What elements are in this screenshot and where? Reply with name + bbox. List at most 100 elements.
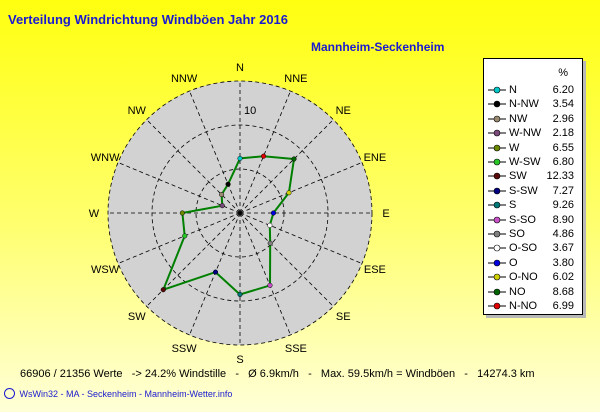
chart-title: Verteilung Windrichtung Windböen Jahr 20…	[8, 12, 289, 27]
legend-value: 9.26	[552, 199, 574, 212]
footer-text: WsWin32 - MA - Seckenheim - Mannheim-Wet…	[19, 389, 233, 399]
legend-label: W	[509, 141, 520, 154]
data-point-sse	[267, 282, 273, 288]
direction-label-s: S	[236, 354, 243, 366]
legend-item: N 6.20	[484, 84, 582, 98]
data-point-e	[270, 210, 276, 216]
legend-item: SW 12.33	[484, 170, 582, 184]
data-point-wnw	[219, 203, 225, 209]
data-point-ene	[286, 190, 292, 196]
data-point-nw	[219, 192, 225, 198]
data-point-sw	[160, 287, 166, 293]
direction-label-ssw: SSW	[172, 343, 198, 355]
spoke-ne	[239, 119, 334, 214]
direction-label-wsw: WSW	[91, 264, 120, 276]
grid-ring-3	[107, 80, 373, 346]
data-point-ne	[291, 156, 297, 162]
legend-swatch	[488, 201, 506, 209]
data-point-w	[179, 210, 185, 216]
data-point-se	[267, 240, 273, 246]
legend-label: N-NW	[509, 98, 539, 111]
legend-label: S	[509, 199, 517, 212]
direction-label-ene: ENE	[364, 152, 387, 164]
legend-value: 3.67	[552, 242, 574, 255]
direction-label-se: SE	[336, 311, 351, 323]
legend-value: 8.68	[552, 285, 574, 298]
legend-value: 4.86	[552, 228, 574, 240]
direction-label-ne: NE	[336, 105, 351, 117]
data-point-s	[237, 291, 243, 298]
data-point-ssw	[212, 269, 219, 275]
legend-item: S-SW 7.27	[484, 185, 582, 199]
legend-swatch	[488, 273, 506, 281]
direction-label-sse: SSE	[285, 343, 307, 355]
legend-item: O-SO 3.67	[484, 242, 582, 256]
legend-label: NO	[509, 285, 526, 298]
legend-value: 6.02	[552, 271, 574, 284]
data-point-nne	[260, 153, 267, 159]
spoke-wnw	[117, 162, 241, 214]
legend-value: 6.80	[552, 156, 574, 168]
legend-value: 6.20	[552, 84, 574, 96]
chart-subtitle: Mannheim-Seckenheim	[311, 40, 445, 54]
legend-swatch	[488, 158, 506, 166]
legend-item: S-SO 8.90	[484, 214, 582, 228]
legend-item: SO 4.86	[484, 228, 582, 242]
legend-item: W-NW 2.18	[484, 127, 582, 141]
direction-label-w: W	[89, 208, 100, 220]
data-point-wsw	[182, 233, 188, 239]
legend-label: O-SO	[509, 242, 538, 255]
direction-label-e: E	[382, 208, 389, 220]
legend-value: 12.33	[546, 170, 574, 183]
legend-swatch	[488, 86, 506, 94]
legend-swatch	[488, 245, 506, 252]
legend-swatch	[488, 173, 506, 180]
direction-label-nne: NNE	[284, 73, 307, 85]
legend-value: 6.55	[552, 141, 574, 154]
legend-item: N-NO 6.99	[484, 300, 582, 314]
legend-value: 6.99	[552, 300, 574, 312]
legend-label: W-SW	[509, 156, 541, 168]
legend-label: N	[509, 84, 517, 96]
legend-swatch	[488, 187, 506, 195]
data-point-n	[237, 155, 243, 161]
legend-swatch	[488, 101, 506, 108]
legend-value: 2.96	[552, 112, 574, 125]
data-point-ese	[267, 222, 273, 228]
legend-label: O-NO	[509, 271, 538, 284]
spoke-sse	[239, 212, 291, 336]
legend-swatch	[488, 259, 506, 267]
statistics-summary: 66906 / 21356 Werte -> 24.2% Windstille …	[20, 368, 535, 380]
legend-label: SW	[509, 170, 527, 183]
direction-label-nw: NW	[128, 105, 147, 117]
legend-label: W-NW	[509, 127, 542, 140]
legend-item: W 6.55	[484, 142, 582, 156]
spoke-se	[239, 212, 334, 307]
legend-item: N-NW 3.54	[484, 98, 582, 112]
legend-label: S-SW	[509, 184, 538, 197]
legend-label: NW	[509, 112, 528, 125]
spoke-wsw	[117, 212, 241, 264]
spoke-ese	[239, 212, 363, 264]
direction-label-nnw: NNW	[171, 73, 198, 85]
spoke-nnw	[189, 90, 241, 214]
data-point-nnw	[225, 181, 231, 187]
spoke-sw	[146, 212, 241, 307]
spoke-nw	[146, 119, 241, 214]
legend-header: %	[558, 67, 568, 79]
legend-label: O	[509, 256, 518, 269]
legend-swatch	[488, 144, 506, 151]
footer-credit: WsWin32 - MA - Seckenheim - Mannheim-Wet…	[4, 388, 232, 399]
direction-label-wnw: WNW	[91, 152, 120, 164]
legend-item: O 3.80	[484, 257, 582, 271]
legend-swatch	[488, 230, 506, 238]
legend-value: 2.18	[552, 127, 574, 140]
radial-tick-label: 10	[244, 105, 256, 117]
legend-value: 3.54	[552, 98, 574, 111]
globe-icon	[4, 388, 15, 399]
legend-label: SO	[509, 228, 525, 240]
legend-label: S-SO	[509, 213, 536, 226]
legend-item: S 9.26	[484, 199, 582, 213]
legend-label: N-NO	[509, 300, 538, 312]
